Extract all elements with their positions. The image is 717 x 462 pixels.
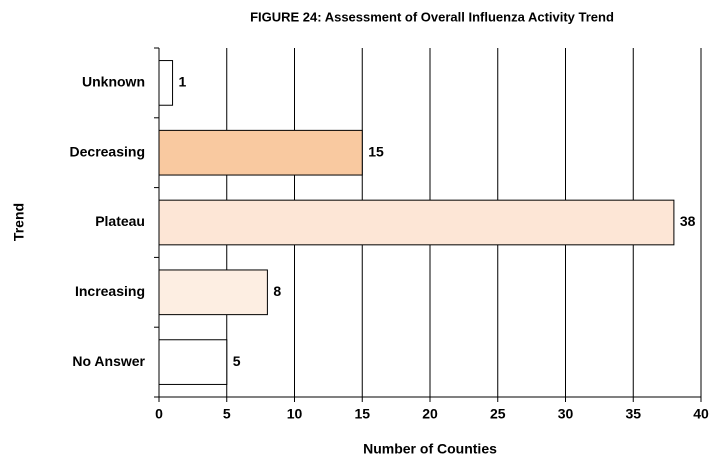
y-tick-label: Unknown	[82, 74, 145, 90]
bar	[158, 269, 268, 316]
bar	[158, 339, 228, 385]
chart-title: FIGURE 24: Assessment of Overall Influen…	[250, 9, 614, 24]
y-axis-label: Trend	[11, 203, 27, 241]
x-tick-label: 40	[693, 406, 709, 422]
y-tick-label: Decreasing	[70, 143, 145, 159]
x-tick-label: 10	[287, 406, 303, 422]
y-tick-label: Plateau	[95, 213, 145, 229]
y-tick-label: Increasing	[75, 283, 145, 299]
y-tick-label: No Answer	[72, 353, 145, 369]
x-tick-label: 20	[422, 406, 438, 422]
bar	[158, 129, 363, 176]
x-tick-label: 15	[354, 406, 370, 422]
bar	[158, 199, 675, 246]
data-label: 1	[179, 74, 187, 90]
x-tick-label: 25	[490, 406, 506, 422]
x-axis-label: Number of Counties	[363, 441, 497, 457]
x-tick-label: 5	[223, 406, 231, 422]
x-tick-label: 0	[155, 406, 163, 422]
bar	[158, 60, 174, 106]
data-label: 38	[680, 213, 696, 229]
x-tick-label: 35	[625, 406, 641, 422]
x-tick-label: 30	[558, 406, 574, 422]
data-label: 15	[368, 143, 384, 159]
data-label: 5	[233, 353, 241, 369]
data-label: 8	[273, 283, 281, 299]
